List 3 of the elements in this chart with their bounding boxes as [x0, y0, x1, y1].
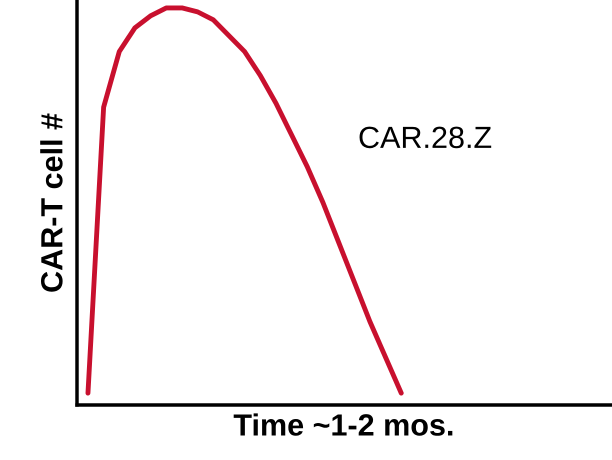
x-axis-title: Time ~1-2 mos. — [234, 413, 452, 436]
annotation: CAR.28.Z — [360, 126, 492, 148]
y-axis-title: CAR-T cell # — [40, 113, 63, 292]
